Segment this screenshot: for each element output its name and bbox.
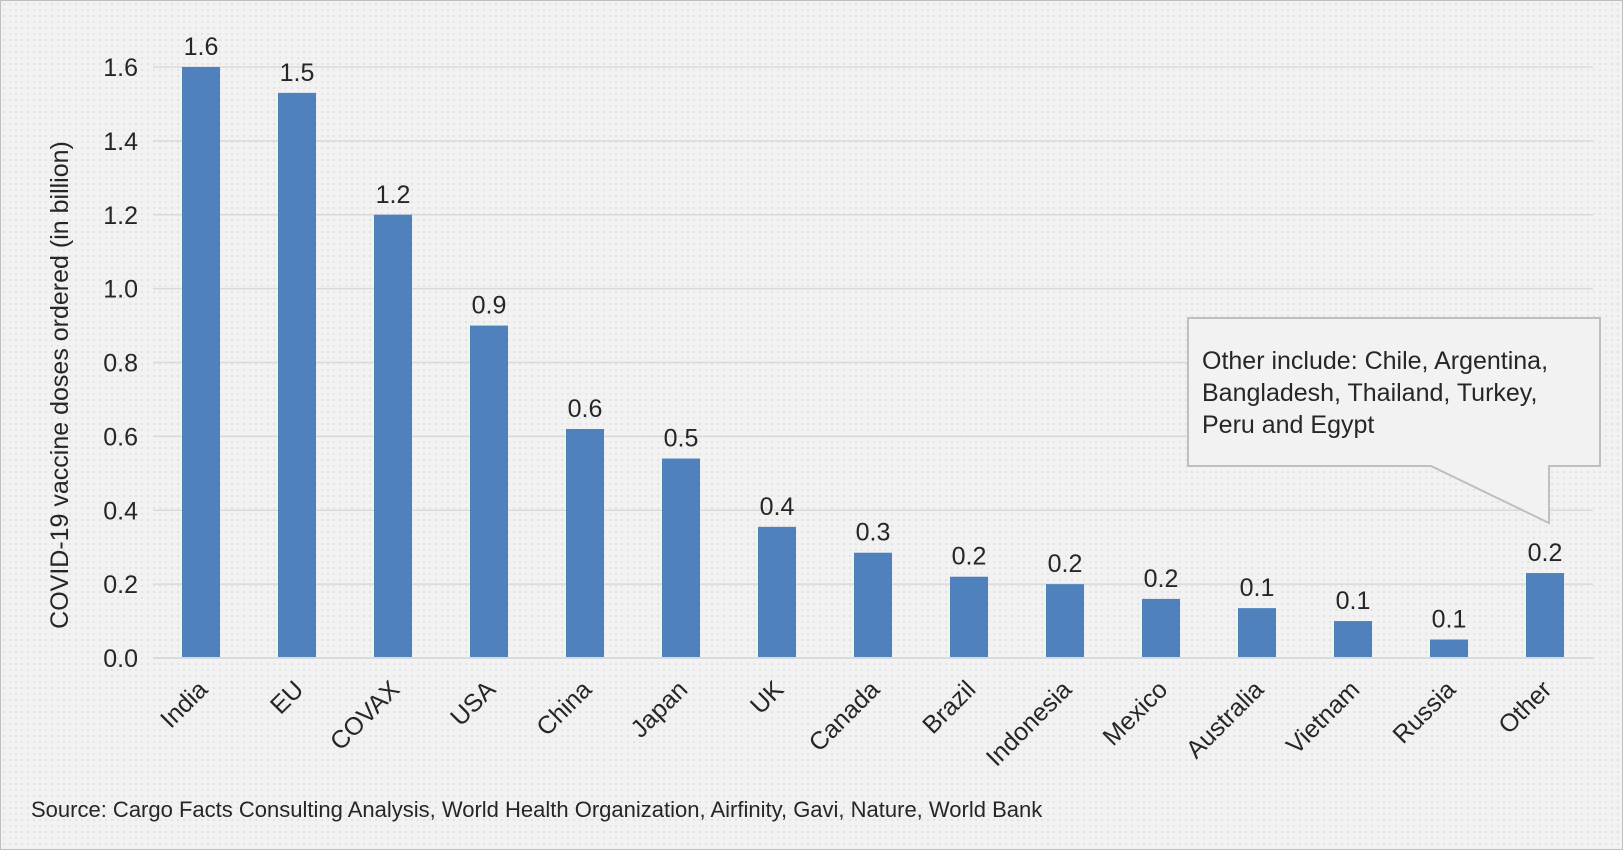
bar-usa xyxy=(470,325,508,658)
data-label: 1.5 xyxy=(280,59,315,87)
bar-brazil xyxy=(950,576,988,658)
bar-uk xyxy=(758,526,796,658)
category-label: Other xyxy=(1493,675,1557,739)
data-label: 0.3 xyxy=(856,519,891,547)
data-label: 0.9 xyxy=(472,292,507,320)
bar-russia xyxy=(1430,639,1468,658)
data-label: 1.2 xyxy=(376,181,411,209)
category-label: Australia xyxy=(1181,675,1270,764)
category-label: Mexico xyxy=(1097,675,1173,751)
category-label: Japan xyxy=(625,675,693,743)
bar-australia xyxy=(1238,608,1276,658)
y-tick-label: 0.0 xyxy=(103,645,138,673)
callout-line: Other include: Chile, Argentina, xyxy=(1202,347,1548,375)
bar-covax xyxy=(374,214,412,658)
callout-line: Bangladesh, Thailand, Turkey, xyxy=(1202,379,1537,407)
category-label: Vietnam xyxy=(1281,675,1365,759)
category-label: Indonesia xyxy=(981,675,1078,772)
y-tick-label: 0.4 xyxy=(103,497,138,525)
y-tick-label: 0.2 xyxy=(103,571,138,599)
bar-mexico xyxy=(1142,598,1180,658)
data-label: 0.1 xyxy=(1432,606,1467,634)
y-tick-label: 0.8 xyxy=(103,350,138,378)
y-axis-title: COVID-19 vaccine doses ordered (in billi… xyxy=(46,141,74,629)
data-label: 0.1 xyxy=(1336,587,1371,615)
callout-box xyxy=(1187,317,1601,525)
data-label: 0.4 xyxy=(760,493,795,521)
bar-china xyxy=(566,428,604,658)
data-label: 0.2 xyxy=(1528,539,1563,567)
y-tick-label: 0.6 xyxy=(103,423,138,451)
y-tick-label: 1.2 xyxy=(103,202,138,230)
data-label: 0.5 xyxy=(664,425,699,453)
category-label: COVAX xyxy=(325,675,406,756)
bars xyxy=(182,67,1564,658)
data-label: 0.6 xyxy=(568,395,603,423)
bar-eu xyxy=(278,92,316,658)
data-labels: 1.6 1.5 1.2 0.9 0.6 0.5 0.4 0.3 0.2 0.2 0.2 0.1 0.1 0… xyxy=(184,33,1563,634)
data-label: 0.2 xyxy=(952,543,987,571)
data-label: 0.1 xyxy=(1240,574,1275,602)
y-tick-label: 1.4 xyxy=(103,128,138,156)
bar-canada xyxy=(854,552,892,658)
data-label: 1.6 xyxy=(184,33,219,61)
category-label: India xyxy=(155,675,213,733)
category-label: USA xyxy=(445,675,501,731)
callout-text: Other include: Chile, Argentina, Banglade… xyxy=(1202,347,1548,439)
callout-line: Peru and Egypt xyxy=(1202,411,1374,439)
source-note: Source: Cargo Facts Consulting Analysis,… xyxy=(31,797,1043,822)
annotation-callout: Other include: Chile, Argentina, Banglade… xyxy=(1187,317,1601,525)
bar-japan xyxy=(662,458,700,658)
bar-india xyxy=(182,67,220,658)
category-label: Brazil xyxy=(917,675,981,739)
category-label: Russia xyxy=(1387,675,1461,749)
category-label: China xyxy=(531,675,597,741)
y-axis-ticks: 0.0 0.2 0.4 0.6 0.8 1.0 1.2 1.4 1.6 xyxy=(103,54,138,673)
bar-other xyxy=(1526,573,1564,658)
category-label: Canada xyxy=(804,675,886,757)
bar-indonesia xyxy=(1046,584,1084,658)
data-label: 0.2 xyxy=(1048,550,1083,578)
y-tick-label: 1.0 xyxy=(103,276,138,304)
y-tick-label: 1.6 xyxy=(103,54,138,82)
category-label: UK xyxy=(745,675,790,720)
x-axis-categories: India EU COVAX USA China Japan UK Canada Brazil I… xyxy=(155,675,1557,772)
data-label: 0.2 xyxy=(1144,565,1179,593)
bar-vietnam xyxy=(1334,621,1372,658)
category-label: EU xyxy=(265,675,309,719)
